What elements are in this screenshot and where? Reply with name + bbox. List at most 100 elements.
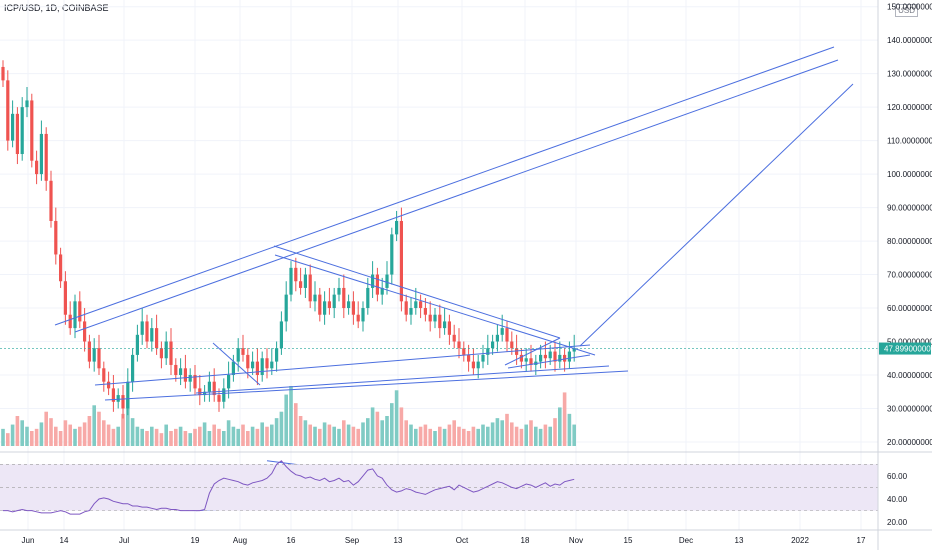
- time-tick-label: Jun: [22, 536, 35, 545]
- volume-bar: [346, 424, 351, 446]
- volume-bar: [486, 426, 490, 446]
- volume-bar: [548, 426, 552, 446]
- volume-bar: [255, 428, 260, 446]
- candle-body: [395, 220, 399, 235]
- volume-bar: [178, 426, 183, 446]
- candle-body: [558, 354, 562, 362]
- volume-bar: [78, 426, 82, 446]
- volume-bar: [15, 416, 20, 446]
- candle-body: [145, 321, 149, 342]
- volume-bar: [274, 418, 279, 446]
- volume-bar: [572, 424, 576, 446]
- volume-bar: [562, 392, 567, 446]
- price-tick-label: 130.00000000: [887, 70, 932, 79]
- time-tick-label: 17: [857, 536, 866, 545]
- candle-body: [299, 281, 303, 288]
- candle-body: [495, 334, 499, 342]
- volume-bar: [428, 428, 432, 446]
- candle-body: [500, 328, 504, 335]
- volume-bar: [39, 422, 44, 446]
- volume-bar: [1, 428, 5, 446]
- price-tick-label: 70.00000000: [887, 271, 932, 280]
- volume-bar: [490, 422, 495, 446]
- candle-body: [347, 301, 351, 309]
- time-tick-label: 18: [521, 536, 530, 545]
- price-tick-label: 110.00000000: [887, 137, 932, 146]
- candle-body: [102, 368, 106, 382]
- volume-bar: [193, 428, 197, 446]
- volume-bar: [279, 411, 284, 446]
- volume-bar: [524, 424, 528, 446]
- candle-body: [308, 274, 312, 302]
- candle-body: [505, 328, 509, 342]
- volume-bar: [558, 407, 562, 446]
- candle-body: [404, 301, 408, 315]
- candle-body: [260, 358, 264, 375]
- volume-bar: [303, 420, 308, 446]
- volume-bar: [318, 428, 322, 446]
- candle-body: [409, 308, 413, 315]
- candle-body: [294, 267, 298, 282]
- volume-bar: [409, 424, 413, 446]
- volume-bar: [92, 405, 96, 446]
- currency-label[interactable]: USD: [895, 4, 918, 17]
- volume-bar: [270, 424, 274, 446]
- candle-body: [179, 368, 183, 375]
- volume-bar: [212, 424, 216, 446]
- price-axis[interactable]: 20.00000000 30.00000000 40.00000000 50.0000…: [877, 0, 932, 550]
- rsi-tick-label: 20.00: [887, 518, 908, 527]
- candle-body: [471, 361, 475, 369]
- candle-body: [337, 287, 341, 295]
- candle-body: [467, 354, 471, 362]
- candle-body: [476, 361, 480, 369]
- candle-body: [385, 274, 389, 288]
- price-tick-label: 30.00000000: [887, 404, 932, 413]
- candle-body: [35, 160, 39, 175]
- volume-bar: [289, 386, 293, 446]
- volume-bar: [198, 426, 202, 446]
- candle-body: [515, 348, 519, 355]
- volume-bar: [529, 420, 533, 446]
- volume-bar: [150, 426, 154, 446]
- candle-body: [39, 133, 43, 175]
- candle-body: [227, 374, 231, 389]
- volume-bar: [332, 426, 336, 446]
- volume-bar: [236, 428, 240, 446]
- volume-bar: [351, 426, 356, 446]
- volume-bar: [63, 420, 68, 446]
- volume-bar: [58, 431, 63, 446]
- volume-bar: [414, 428, 418, 446]
- volume-bar: [390, 403, 394, 446]
- trendline: [274, 254, 596, 356]
- volume-bar: [126, 398, 130, 446]
- candle-body: [332, 294, 336, 309]
- trendline: [104, 370, 629, 401]
- candle-body: [399, 220, 403, 302]
- volume-bar: [476, 428, 480, 446]
- candle-body: [83, 321, 87, 342]
- volume-bar: [514, 426, 519, 446]
- candle-body: [270, 361, 274, 369]
- trendline: [212, 342, 261, 386]
- candle-body: [159, 348, 163, 359]
- volume-bar: [567, 413, 572, 446]
- candle-body: [279, 321, 283, 349]
- volume-bar: [30, 431, 34, 446]
- candle-body: [433, 314, 437, 322]
- time-tick-label: 14: [60, 536, 69, 545]
- volume-bar: [399, 407, 404, 446]
- candle-body: [241, 348, 245, 355]
- time-axis[interactable]: Jun 14 Jul 19 Aug 16 Sep 13 Oct 18 Nov 15 Dec 13 2022 1…: [22, 536, 866, 545]
- candle-body: [539, 354, 543, 362]
- volume-bar: [135, 426, 140, 446]
- price-tick-label: 50.00000000: [887, 338, 932, 347]
- volume-bar: [250, 426, 255, 446]
- volume-bar: [82, 422, 87, 446]
- candle-body: [375, 274, 379, 295]
- volume-bar: [342, 420, 346, 446]
- candle-body: [251, 361, 255, 369]
- candle-body: [438, 314, 442, 329]
- candle-body: [188, 374, 192, 382]
- volume-bar: [87, 416, 92, 446]
